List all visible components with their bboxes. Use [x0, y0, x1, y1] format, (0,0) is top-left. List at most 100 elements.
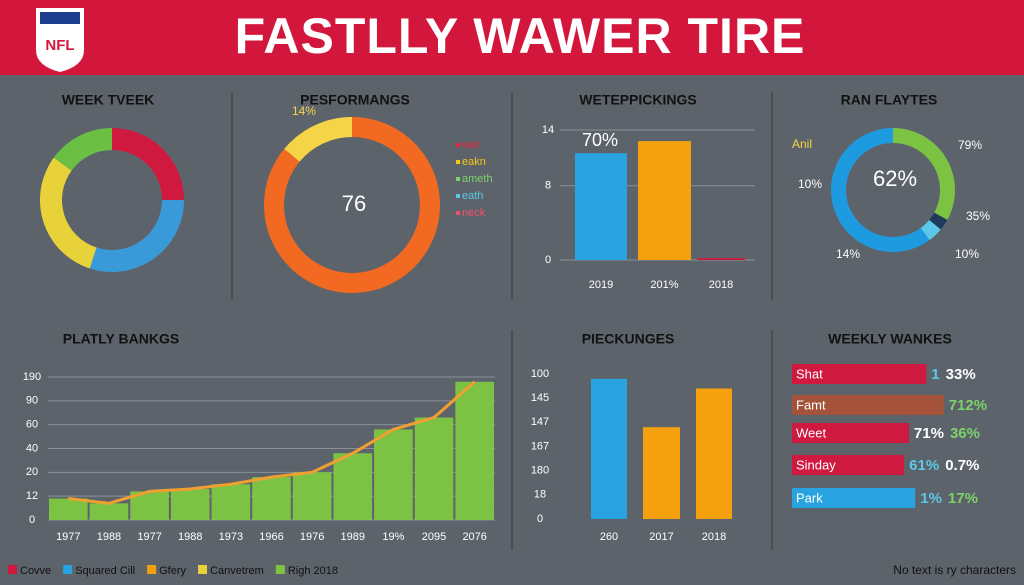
bar-label: Park [796, 490, 823, 505]
chart-title: RAN FLAYTES [841, 92, 938, 108]
x-tick-label: 201% [650, 279, 678, 291]
legend-swatch [456, 211, 460, 215]
header-band [0, 0, 1024, 75]
bar-annotation: 17% [948, 490, 978, 507]
segment-label: 14% [292, 104, 316, 118]
page-title: FASTLLY WAWER TIRE [235, 8, 806, 64]
donut-segment [112, 128, 184, 200]
legend-swatch [275, 565, 285, 574]
x-tick-label: 19% [382, 531, 404, 543]
annotation: 10% [955, 247, 979, 261]
bar-label: Sinday [796, 457, 836, 472]
x-tick-label: 2095 [422, 531, 446, 543]
bar-annotation: 0.7% [945, 457, 979, 474]
bar-annotation: 36% [950, 425, 980, 442]
legend-label: Righ 2018 [288, 565, 338, 577]
bar-label: Weet [796, 425, 826, 440]
chart-title: PIECKUNGES [582, 331, 675, 347]
legend-label: neck [462, 207, 486, 219]
bar [696, 388, 732, 519]
x-tick-label: 2019 [589, 279, 613, 291]
center-label: 76 [342, 191, 366, 216]
y-tick-label: 180 [531, 465, 549, 477]
legend-label: eath [462, 190, 483, 202]
bar-annotation: 1% [920, 490, 942, 507]
donut-segment [284, 117, 352, 162]
y-tick-label: 100 [531, 368, 549, 380]
bar [792, 423, 909, 443]
x-tick-label: 1977 [56, 531, 80, 543]
footnote: No text is ry characters [893, 563, 1016, 577]
bar-annotation: 712% [949, 397, 987, 414]
annotation: 79% [958, 138, 982, 152]
y-tick-label: 0 [29, 514, 35, 526]
center-label: 62% [873, 166, 917, 191]
legend-swatch [456, 177, 460, 181]
x-tick-label: 2018 [702, 531, 726, 543]
bar [49, 498, 88, 520]
bar [292, 472, 332, 520]
annotation: Anil [792, 137, 812, 151]
y-tick-label: 14 [542, 124, 554, 136]
bar-annotation: 70% [582, 130, 618, 150]
legend-swatch [456, 194, 460, 198]
bar [792, 488, 916, 508]
legend-swatch [147, 565, 157, 574]
donut-segment [53, 128, 112, 171]
annotation: 14% [836, 247, 860, 261]
y-tick-label: 0 [537, 513, 543, 525]
chart-title: WEEKLY WANKES [828, 331, 952, 347]
trend-line [68, 380, 476, 505]
x-tick-label: 2076 [462, 531, 486, 543]
x-tick-label: 1977 [137, 531, 161, 543]
bar-annotation: 61% [909, 457, 939, 474]
x-tick-label: 1989 [341, 531, 365, 543]
logo-text: NFL [45, 37, 74, 54]
legend-label: eakn [462, 156, 486, 168]
y-tick-label: 90 [26, 395, 38, 407]
chart-title: PLATLY BANKGS [63, 331, 179, 347]
y-tick-label: 0 [545, 254, 551, 266]
chart-title: PESFORMANGS [300, 92, 410, 108]
dividers [231, 92, 773, 550]
bar [697, 258, 745, 260]
bar [792, 395, 944, 415]
y-tick-label: 167 [531, 440, 549, 452]
bar [252, 477, 291, 520]
legend-label: ameth [462, 173, 493, 185]
x-tick-label: 2017 [649, 531, 673, 543]
y-tick-label: 147 [531, 416, 549, 428]
x-tick-label: 2018 [709, 279, 733, 291]
bar [374, 429, 413, 520]
bar [414, 417, 454, 520]
bar-annotation: 1 [931, 366, 939, 383]
donut-segment [89, 200, 184, 272]
bar-label: Shat [796, 366, 823, 381]
bar [575, 153, 627, 260]
y-tick-label: 40 [26, 442, 38, 454]
legend-label: Squared Cill [75, 565, 135, 577]
annotation: 10% [798, 177, 822, 191]
bar-annotation: 71% [914, 425, 944, 442]
donut-segment [929, 212, 948, 230]
y-tick-label: 60 [26, 419, 38, 431]
y-tick-label: 145 [531, 392, 549, 404]
bar-annotation: 33% [946, 366, 976, 383]
logo-top [40, 12, 80, 24]
y-tick-label: 18 [534, 489, 546, 501]
legend-swatch [456, 143, 460, 147]
bar [455, 381, 494, 520]
chart-title: WETEPPICKINGS [579, 92, 696, 108]
legend-label: Canvetrem [210, 565, 264, 577]
bar [591, 378, 627, 519]
x-tick-label: 1988 [178, 531, 202, 543]
x-tick-label: 1973 [219, 531, 243, 543]
bar-label: Famt [796, 397, 826, 412]
x-tick-label: 260 [600, 531, 618, 543]
donut-segment [39, 157, 97, 269]
y-tick-label: 190 [23, 371, 41, 383]
legend-label: Gfery [159, 565, 186, 577]
legend-swatch [456, 160, 460, 164]
legend-label: Covve [20, 565, 51, 577]
